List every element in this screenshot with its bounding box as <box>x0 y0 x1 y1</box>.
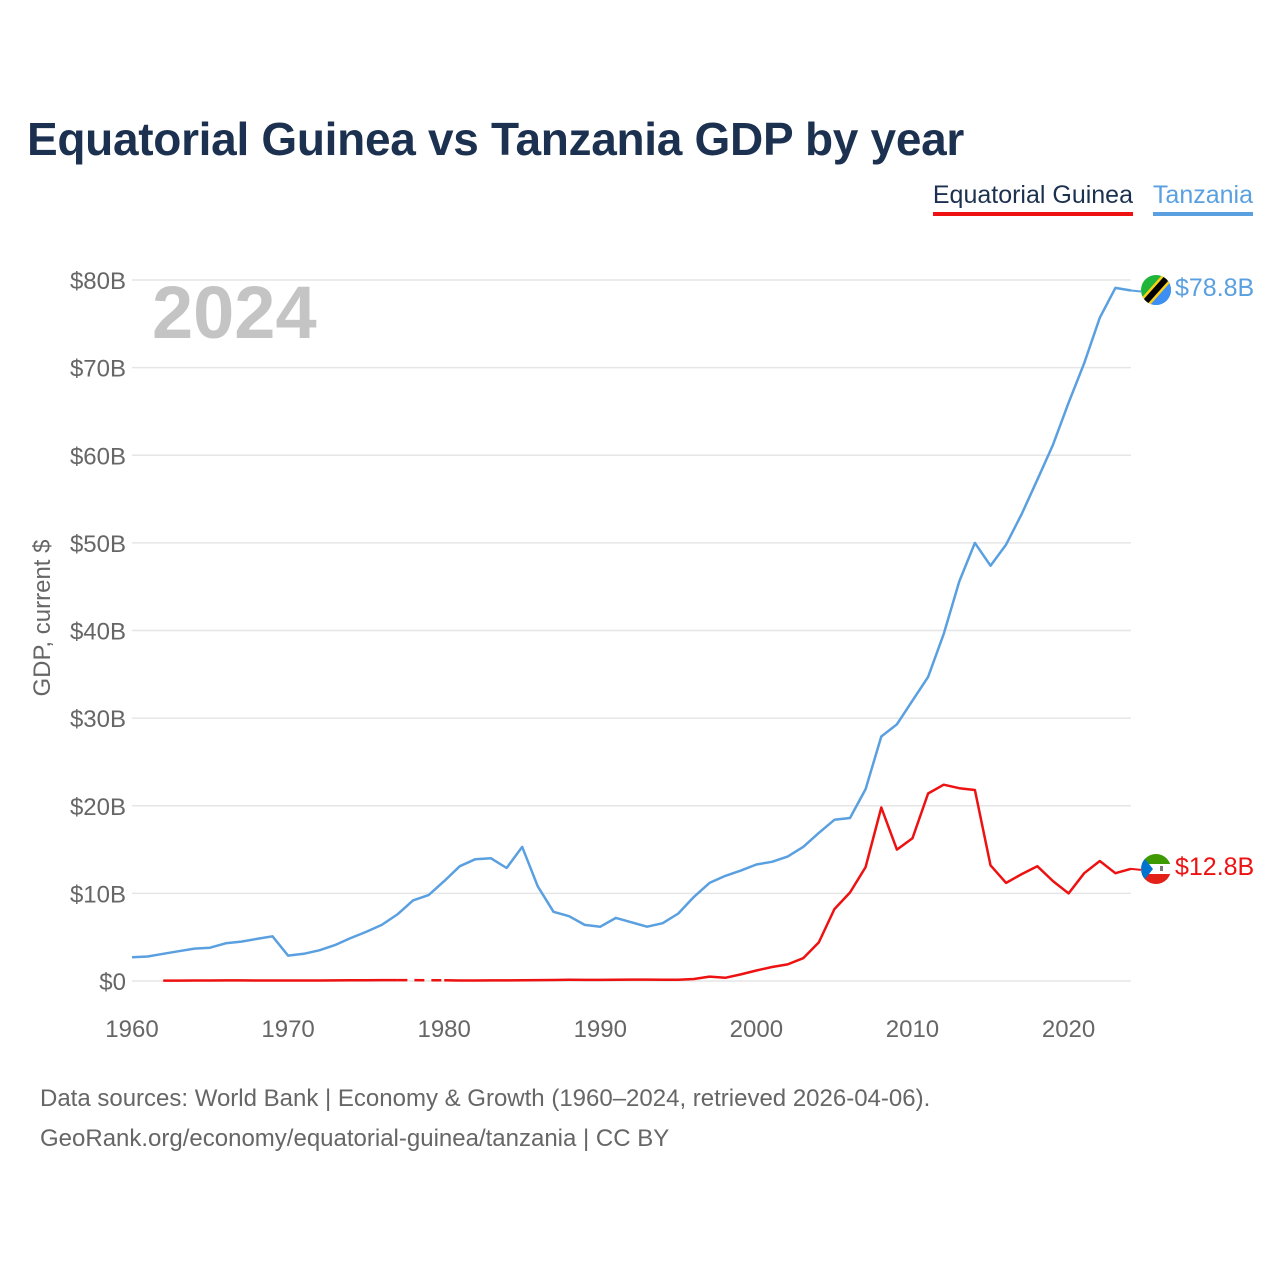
year-label: 2024 <box>152 271 317 354</box>
x-tick-label: 1970 <box>261 1016 314 1043</box>
equatorial-guinea-end-label: $12.8B <box>1175 853 1254 881</box>
x-tick-label: 2000 <box>730 1016 783 1043</box>
x-tick-label: 1990 <box>574 1016 627 1043</box>
x-axis-ticks: 1960 1970 1980 1990 2000 2010 2020 <box>105 1016 1095 1043</box>
chart-title: Equatorial Guinea vs Tanzania GDP by yea… <box>27 113 964 165</box>
tanzania-line[interactable] <box>131 286 1132 959</box>
y-axis-label: GDP, current $ <box>29 540 56 697</box>
y-tick-label: $70B <box>70 356 126 383</box>
y-tick-label: $10B <box>70 881 126 908</box>
y-tick-label: $80B <box>70 268 126 295</box>
x-tick-label: 1960 <box>105 1016 158 1043</box>
equatorial-guinea-flag-icon <box>1141 854 1171 884</box>
grid-lines <box>132 279 1131 982</box>
y-tick-label: $20B <box>70 794 126 821</box>
legend-equatorial-guinea[interactable]: Equatorial Guinea <box>932 181 1133 216</box>
gdp-chart: $0$10B$20B$30B$40B$50B$60B$70B$80B 1960 1… <box>29 268 1254 1043</box>
x-tick-label: 2010 <box>886 1016 939 1043</box>
legend-tanzania[interactable]: Tanzania <box>1152 181 1253 216</box>
y-axis-ticks: $0 $10B $20B $30B $40B $50B $60B $70B $80B <box>70 268 126 996</box>
y-tick-label: $40B <box>70 619 126 646</box>
equatorial-guinea-end-connector <box>1130 867 1142 871</box>
series-layer <box>131 286 1142 982</box>
equatorial-guinea-line[interactable] <box>163 783 1132 982</box>
x-tick-label: 2020 <box>1042 1016 1095 1043</box>
source-text: Data sources: World Bank | Economy & Gro… <box>40 1085 931 1112</box>
source-link[interactable]: GeoRank.org/economy/equatorial-guinea/ta… <box>40 1125 670 1152</box>
tanzania-end-connector <box>1130 289 1142 293</box>
x-tick-label: 1980 <box>417 1016 470 1043</box>
tanzania-end-label: $78.8B <box>1175 274 1254 302</box>
y-tick-label: $50B <box>70 531 126 558</box>
y-tick-label: $0 <box>99 969 126 996</box>
tanzania-flag-icon <box>1141 275 1171 305</box>
y-tick-label: $60B <box>70 443 126 470</box>
y-tick-label: $30B <box>70 706 126 733</box>
